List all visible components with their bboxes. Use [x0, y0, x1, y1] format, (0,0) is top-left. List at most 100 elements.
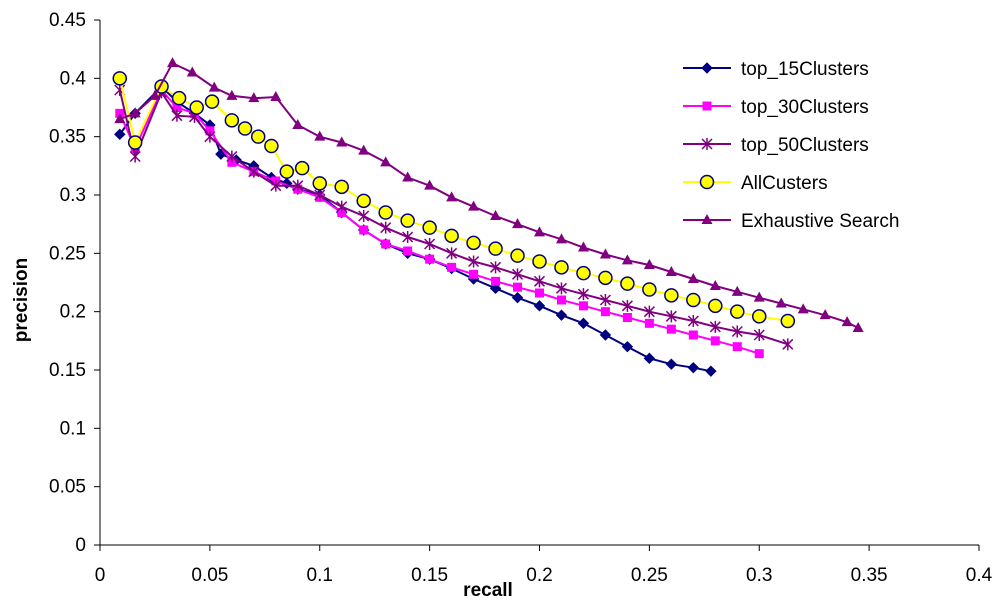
y-tick-label: 0: [75, 535, 86, 556]
data-point: [447, 262, 457, 272]
data-point: [292, 119, 304, 129]
data-point: [270, 179, 282, 192]
data-point: [731, 325, 743, 338]
data-point: [208, 81, 220, 92]
data-point: [510, 248, 525, 263]
data-point: [752, 309, 767, 324]
data-point: [279, 164, 295, 179]
data-point: [381, 239, 391, 249]
data-point: [686, 292, 701, 308]
data-point: [264, 138, 279, 154]
data-point: [709, 320, 721, 333]
data-point: [204, 94, 220, 109]
data-point: [643, 352, 656, 365]
y-tick-label: 0.1: [60, 418, 86, 439]
data-point: [513, 282, 523, 292]
x-tick-label: 0.2: [526, 565, 552, 586]
data-point: [599, 294, 611, 306]
x-tick-label: 0.1: [307, 565, 333, 586]
data-point: [687, 315, 699, 327]
x-tick-label: 0.4: [966, 565, 993, 586]
data-point: [555, 233, 567, 244]
series-2: [114, 84, 794, 351]
data-point: [250, 129, 266, 144]
data-point: [149, 89, 161, 100]
data-point: [535, 288, 544, 298]
data-point: [491, 276, 501, 286]
data-point: [664, 288, 679, 303]
data-point: [127, 135, 143, 150]
legend-marker: [699, 174, 715, 190]
y-tick-label: 0.05: [49, 477, 86, 498]
data-point: [577, 317, 590, 330]
data-point: [782, 338, 794, 351]
data-point: [358, 210, 370, 222]
data-point: [114, 113, 126, 124]
y-tick-label: 0.4: [60, 68, 87, 89]
data-point: [129, 150, 141, 163]
data-point: [622, 313, 632, 322]
data-point: [466, 235, 481, 251]
legend-marker: [701, 62, 713, 74]
x-tick-label: 0.25: [631, 565, 668, 586]
data-point: [468, 255, 480, 268]
data-point: [532, 254, 547, 269]
legend-item: top_15Clusters: [683, 59, 869, 80]
data-point: [705, 365, 717, 377]
legend-label: top_50Clusters: [741, 135, 869, 156]
legend-item: AllCusters: [683, 173, 828, 194]
data-point: [511, 291, 524, 304]
data-point: [314, 189, 326, 201]
data-point: [292, 179, 304, 192]
data-point: [358, 144, 370, 155]
legend-label: Exhaustive Search: [741, 211, 899, 232]
axes: 0 0.05 0.1 0.15 0.2 0.25 0.3 0.35 0.4 0.45 0 0.05 0.…: [49, 10, 993, 586]
data-point: [167, 57, 179, 68]
data-point: [578, 301, 588, 311]
data-point: [754, 349, 764, 359]
data-point: [577, 241, 589, 252]
data-point: [708, 298, 723, 314]
x-tick-label: 0.35: [851, 565, 888, 586]
legend-label: top_15Clusters: [741, 59, 869, 80]
series-line: [118, 78, 788, 322]
legend-marker: [701, 138, 713, 150]
data-point: [444, 228, 459, 244]
data-point: [312, 176, 327, 191]
data-point: [359, 225, 369, 235]
data-point: [598, 270, 613, 286]
data-point: [576, 265, 591, 281]
series-1: [115, 85, 764, 359]
data-point: [555, 282, 568, 295]
data-point: [380, 156, 392, 167]
data-point: [488, 241, 503, 256]
data-point: [425, 254, 435, 264]
data-point: [422, 220, 437, 235]
data-point: [687, 361, 700, 374]
data-point: [402, 231, 414, 243]
data-point: [797, 303, 809, 314]
legend-label: top_30Clusters: [741, 97, 869, 118]
data-point: [171, 109, 183, 122]
data-point: [709, 280, 721, 290]
data-point: [490, 210, 502, 220]
x-axis-title: recall: [463, 580, 513, 601]
y-tick-label: 0.25: [49, 243, 86, 264]
data-point: [468, 200, 480, 211]
data-point: [511, 268, 524, 281]
data-point: [172, 103, 182, 112]
legend-marker: [701, 214, 713, 224]
y-tick-label: 0.45: [49, 10, 86, 31]
data-point: [334, 179, 349, 195]
data-point: [643, 259, 655, 269]
data-point: [666, 324, 676, 334]
data-point: [378, 205, 393, 220]
data-point: [819, 309, 831, 320]
data-point: [380, 221, 392, 234]
data-point: [204, 130, 216, 143]
data-point: [171, 90, 187, 106]
data-point: [599, 248, 611, 259]
data-point: [600, 307, 610, 317]
data-point: [644, 318, 654, 328]
